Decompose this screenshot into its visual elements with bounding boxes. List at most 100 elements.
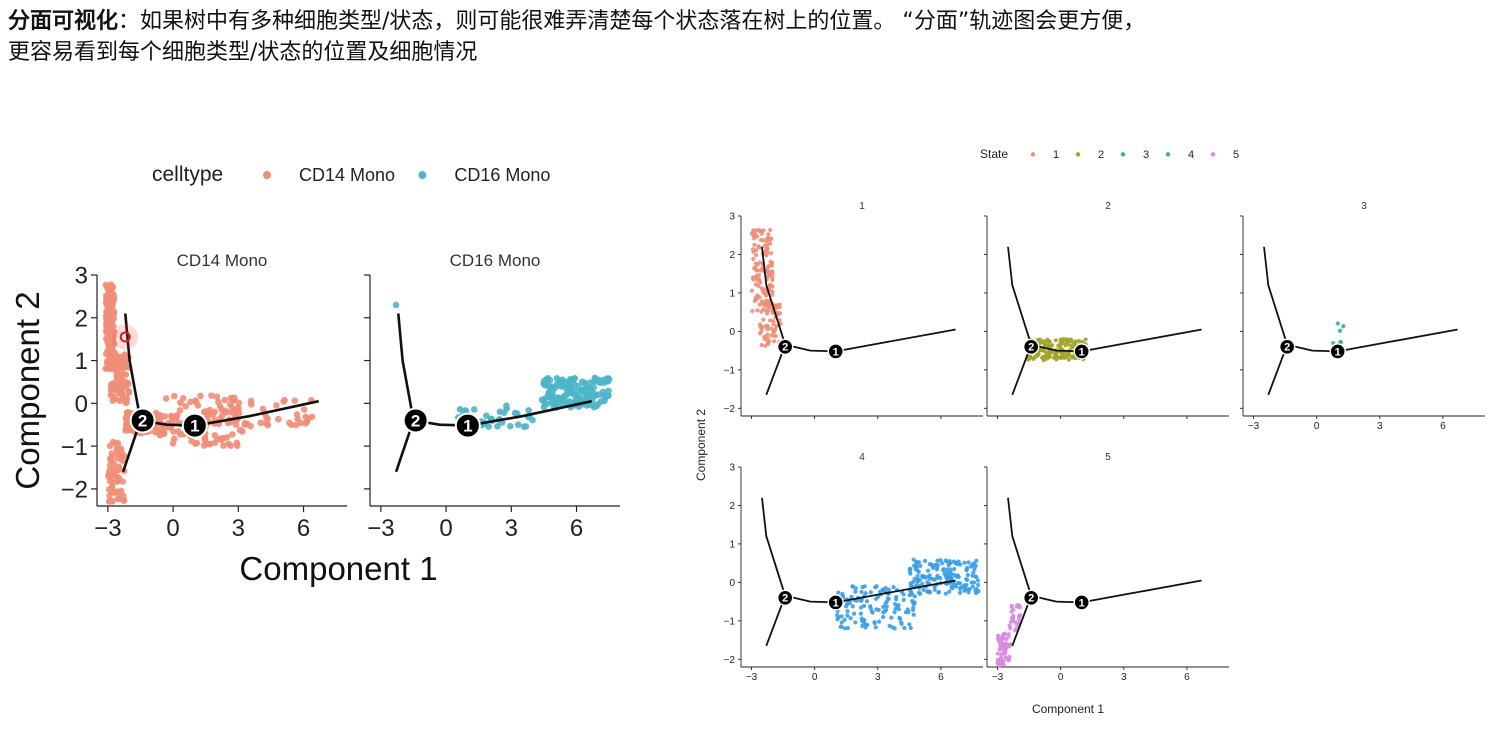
x-tick-label: 0 <box>439 515 452 542</box>
data-point <box>995 658 1000 663</box>
facet-strip-label: 3 <box>1361 201 1367 212</box>
trajectory-branch-upper <box>1007 497 1033 597</box>
data-point <box>1016 617 1022 622</box>
trajectory-node-label: 2 <box>1028 593 1034 605</box>
data-point <box>192 440 199 447</box>
data-point <box>1335 321 1340 326</box>
data-point <box>921 587 926 592</box>
data-point <box>916 560 922 565</box>
data-point <box>247 397 255 405</box>
data-point <box>872 621 877 626</box>
data-point <box>204 413 212 420</box>
data-point <box>125 387 132 395</box>
data-points <box>749 227 783 348</box>
x-tick-label: 3 <box>1121 672 1127 683</box>
data-point <box>881 604 886 609</box>
data-point <box>176 407 184 414</box>
data-points <box>995 603 1023 668</box>
data-point <box>753 253 759 258</box>
data-point <box>547 384 554 392</box>
data-point <box>1009 615 1015 621</box>
data-point <box>1037 337 1043 342</box>
data-point <box>601 397 608 405</box>
trajectory-node <box>181 412 208 439</box>
data-point <box>927 576 932 581</box>
data-point <box>584 383 591 391</box>
x-tick-label: 0 <box>1314 421 1320 432</box>
x-tick-label: 6 <box>1184 672 1190 683</box>
data-point <box>757 228 762 233</box>
data-point <box>187 398 194 406</box>
data-point <box>966 587 972 592</box>
data-point <box>873 625 878 630</box>
data-point <box>776 311 781 316</box>
data-point <box>964 582 969 588</box>
data-points <box>835 557 981 631</box>
data-point <box>109 312 116 319</box>
data-point <box>765 332 770 337</box>
facet-strip-label: CD14 Mono <box>177 251 268 270</box>
data-point <box>943 591 948 596</box>
data-point <box>767 283 772 288</box>
data-point <box>970 573 975 578</box>
data-point <box>768 227 773 233</box>
data-point <box>998 655 1004 660</box>
data-points <box>392 301 613 430</box>
data-point <box>197 392 204 400</box>
data-point <box>901 592 906 597</box>
data-point <box>907 622 912 627</box>
data-point <box>522 423 530 430</box>
data-point <box>859 589 864 595</box>
data-point <box>603 375 610 383</box>
data-point <box>116 397 123 404</box>
data-point <box>908 625 913 631</box>
data-point <box>764 293 769 298</box>
data-point <box>908 566 913 572</box>
data-point <box>1008 626 1013 631</box>
y-tick-label: 1 <box>729 289 735 300</box>
data-point <box>754 248 759 253</box>
data-point <box>773 327 778 332</box>
x-tick-label: 6 <box>938 672 944 683</box>
data-point <box>951 559 957 564</box>
data-point <box>913 566 918 572</box>
data-point <box>112 440 120 447</box>
trajectory-node <box>402 407 429 434</box>
data-point <box>1341 324 1346 329</box>
data-point <box>864 599 870 604</box>
data-point <box>964 577 969 582</box>
data-point <box>1027 355 1032 360</box>
x-axis-title: Component 1 <box>1032 702 1104 716</box>
data-point <box>597 379 605 386</box>
data-point <box>236 426 244 434</box>
x-tick-label: −3 <box>992 672 1004 683</box>
data-point <box>838 624 843 629</box>
trajectory-node <box>827 343 844 360</box>
legend-key <box>418 171 427 180</box>
data-point <box>1035 353 1040 358</box>
data-point <box>766 232 771 237</box>
y-tick-label: 3 <box>729 463 735 474</box>
data-point <box>911 612 916 617</box>
highlight-marker <box>119 331 131 343</box>
trajectory-node-label: 1 <box>833 597 839 609</box>
data-point <box>758 268 764 273</box>
y-tick-label: −2 <box>724 655 736 666</box>
facet-strip-label: 4 <box>859 452 865 463</box>
data-point <box>763 303 768 309</box>
data-point <box>106 455 114 463</box>
data-point <box>1007 643 1012 648</box>
data-point <box>749 288 755 293</box>
trajectory-node-label: 1 <box>1335 346 1341 358</box>
data-point <box>1065 342 1070 347</box>
data-point <box>300 406 308 413</box>
data-point <box>1006 634 1011 639</box>
data-point <box>280 398 287 405</box>
trajectory-branch-upper <box>761 246 787 346</box>
data-point <box>975 578 980 583</box>
data-point <box>762 335 767 341</box>
data-point <box>976 582 981 588</box>
legend-entry-label: 1 <box>1053 149 1059 161</box>
data-point <box>511 409 519 417</box>
data-point <box>500 409 508 416</box>
